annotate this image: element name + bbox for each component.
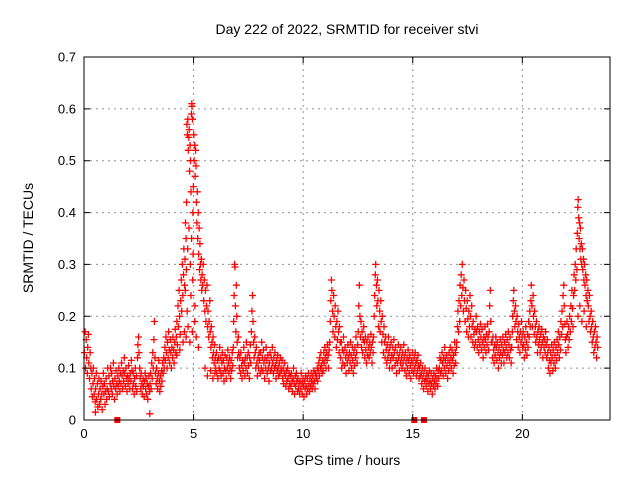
x-tick-label: 20 <box>515 426 529 441</box>
x-tick-label: 15 <box>406 426 420 441</box>
y-tick-label: 0.1 <box>58 361 76 376</box>
y-axis-label: SRMTID / TECUs <box>20 182 36 294</box>
y-tick-label: 0.5 <box>58 153 76 168</box>
y-tick-label: 0.2 <box>58 309 76 324</box>
x-tick-label: 10 <box>296 426 310 441</box>
x-axis-label: GPS time / hours <box>293 452 401 468</box>
y-tick-label: 0.7 <box>58 50 76 65</box>
y-tick-label: 0 <box>69 413 76 428</box>
y-tick-label: 0.3 <box>58 257 76 272</box>
x-tick-label: 5 <box>190 426 197 441</box>
x-tick-label: 0 <box>80 426 87 441</box>
plot-border <box>83 56 611 421</box>
y-tick-label: 0.4 <box>58 205 76 220</box>
data-points-srmtid <box>80 100 602 418</box>
chart-title: Day 222 of 2022, SRMTID for receiver stv… <box>215 21 479 37</box>
y-tick-label: 0.6 <box>58 101 76 116</box>
